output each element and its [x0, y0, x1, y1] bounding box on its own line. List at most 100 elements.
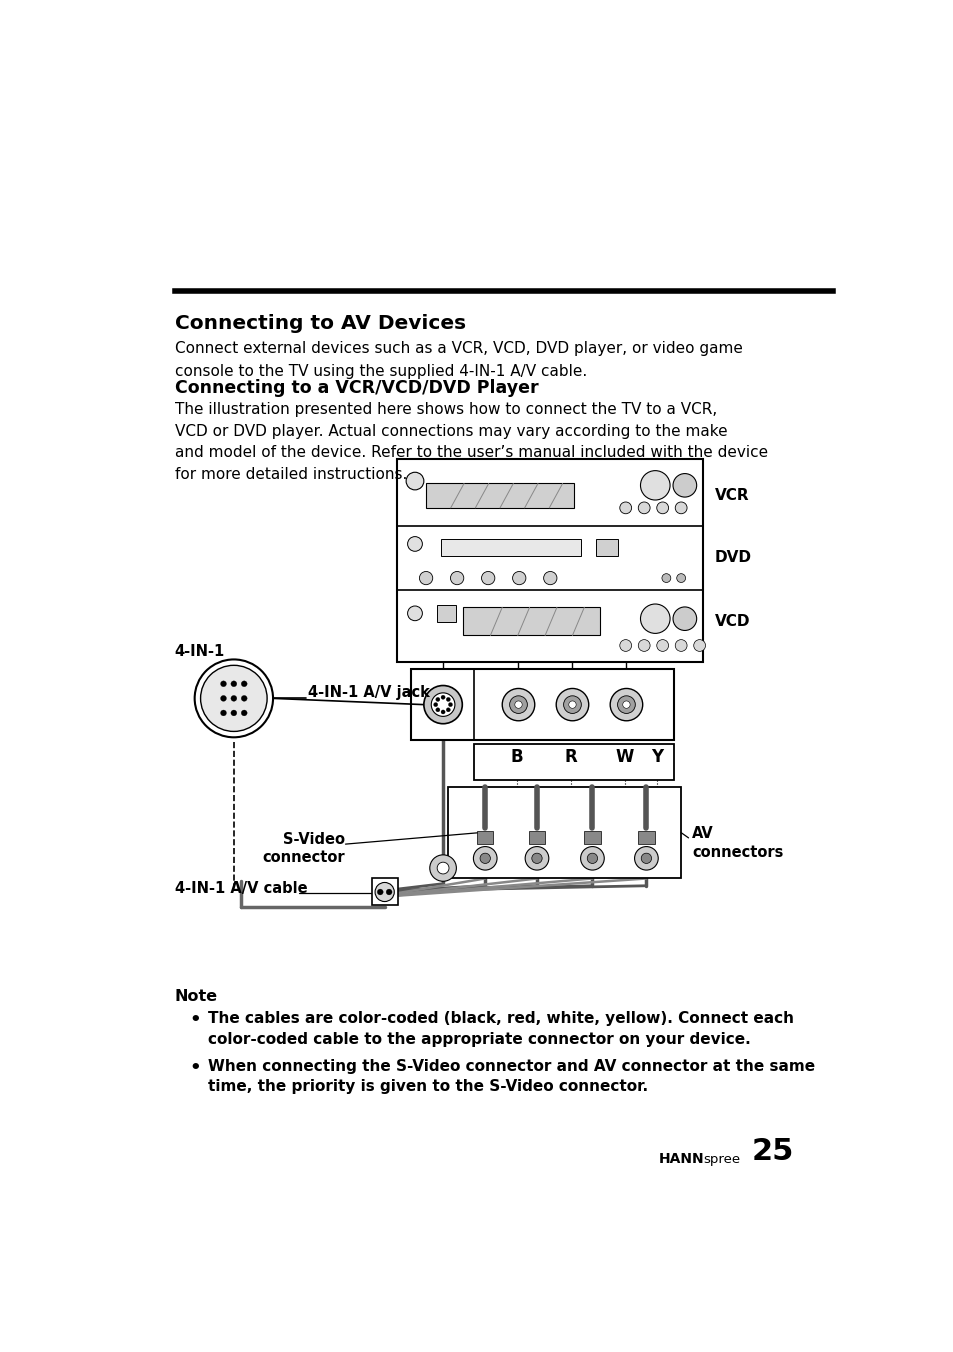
Text: 4-IN-1 A/V jack: 4-IN-1 A/V jack — [308, 684, 429, 699]
Text: S-Video: S-Video — [282, 831, 344, 846]
Text: color-coded cable to the appropriate connector on your device.: color-coded cable to the appropriate con… — [208, 1032, 750, 1046]
Text: VCD: VCD — [714, 614, 749, 629]
Ellipse shape — [406, 472, 423, 489]
Bar — [411, 669, 673, 740]
Ellipse shape — [423, 685, 462, 723]
Ellipse shape — [241, 695, 247, 702]
Ellipse shape — [231, 710, 236, 717]
Ellipse shape — [509, 696, 527, 714]
Ellipse shape — [231, 695, 236, 702]
Ellipse shape — [672, 607, 696, 630]
Ellipse shape — [556, 688, 588, 721]
Text: connector: connector — [262, 850, 344, 865]
Text: Connect external devices such as a VCR, VCD, DVD player, or video game: Connect external devices such as a VCR, … — [174, 341, 741, 357]
Ellipse shape — [448, 703, 452, 707]
Ellipse shape — [531, 853, 541, 864]
Ellipse shape — [241, 681, 247, 687]
Ellipse shape — [220, 710, 226, 717]
Ellipse shape — [543, 572, 557, 584]
Ellipse shape — [675, 639, 686, 652]
Ellipse shape — [672, 473, 696, 498]
Ellipse shape — [440, 695, 445, 699]
Text: The cables are color-coded (black, red, white, yellow). Connect each: The cables are color-coded (black, red, … — [208, 1011, 793, 1026]
Text: connectors: connectors — [692, 845, 782, 860]
Ellipse shape — [617, 696, 635, 714]
Ellipse shape — [446, 698, 450, 702]
Bar — [583, 831, 600, 844]
Ellipse shape — [661, 573, 670, 583]
Text: Connecting to AV Devices: Connecting to AV Devices — [174, 314, 465, 333]
Text: for more detailed instructions.: for more detailed instructions. — [174, 468, 407, 483]
Bar — [476, 831, 493, 844]
Ellipse shape — [436, 698, 439, 702]
Ellipse shape — [639, 604, 669, 633]
Ellipse shape — [676, 573, 685, 583]
Text: 4-IN-1: 4-IN-1 — [174, 644, 225, 658]
Ellipse shape — [200, 665, 267, 731]
Bar — [436, 606, 456, 622]
Ellipse shape — [634, 846, 658, 871]
Text: time, the priority is given to the S-Video connector.: time, the priority is given to the S-Vid… — [208, 1079, 647, 1094]
Ellipse shape — [622, 700, 630, 708]
Bar — [396, 458, 702, 662]
Ellipse shape — [515, 700, 521, 708]
Ellipse shape — [473, 846, 497, 871]
Bar — [474, 744, 673, 780]
Ellipse shape — [231, 681, 236, 687]
Ellipse shape — [194, 660, 273, 737]
Ellipse shape — [375, 883, 394, 902]
Ellipse shape — [386, 890, 392, 895]
Bar — [638, 831, 654, 844]
Ellipse shape — [619, 502, 631, 514]
Ellipse shape — [693, 639, 705, 652]
Text: Connecting to a VCR/VCD/DVD Player: Connecting to a VCR/VCD/DVD Player — [174, 379, 537, 396]
Ellipse shape — [481, 572, 495, 584]
Ellipse shape — [450, 572, 463, 584]
Ellipse shape — [587, 853, 597, 864]
Bar — [528, 831, 544, 844]
Ellipse shape — [638, 639, 649, 652]
Bar — [440, 539, 580, 556]
Text: 4-IN-1 A/V cable: 4-IN-1 A/V cable — [174, 882, 307, 896]
Ellipse shape — [241, 710, 247, 717]
Text: VCR: VCR — [714, 488, 748, 503]
Ellipse shape — [431, 692, 455, 717]
Text: The illustration presented here shows how to connect the TV to a VCR,: The illustration presented here shows ho… — [174, 402, 717, 416]
Text: •: • — [190, 1059, 201, 1076]
Ellipse shape — [436, 707, 439, 713]
Ellipse shape — [610, 688, 642, 721]
Ellipse shape — [568, 700, 576, 708]
Text: When connecting the S-Video connector and AV connector at the same: When connecting the S-Video connector an… — [208, 1059, 814, 1073]
Text: DVD: DVD — [714, 550, 751, 565]
Ellipse shape — [419, 572, 433, 584]
Ellipse shape — [407, 537, 422, 552]
Bar — [426, 484, 574, 508]
Text: AV: AV — [692, 826, 713, 841]
Bar — [448, 787, 680, 879]
Ellipse shape — [640, 853, 651, 864]
Text: spree: spree — [702, 1153, 740, 1165]
Bar — [372, 879, 397, 904]
Text: HANN: HANN — [659, 1152, 704, 1165]
Text: VCD or DVD player. Actual connections may vary according to the make: VCD or DVD player. Actual connections ma… — [174, 423, 726, 438]
Text: and model of the device. Refer to the user’s manual included with the device: and model of the device. Refer to the us… — [174, 445, 767, 461]
Ellipse shape — [220, 681, 226, 687]
Ellipse shape — [619, 639, 631, 652]
Text: Note: Note — [174, 988, 217, 1003]
Ellipse shape — [501, 688, 535, 721]
Ellipse shape — [656, 502, 668, 514]
Bar — [462, 607, 599, 635]
Ellipse shape — [440, 710, 445, 714]
Ellipse shape — [376, 890, 383, 895]
Ellipse shape — [446, 707, 450, 713]
Text: •: • — [190, 1011, 201, 1029]
Ellipse shape — [407, 606, 422, 621]
Bar — [596, 539, 618, 556]
Ellipse shape — [436, 863, 449, 873]
Text: R: R — [564, 748, 577, 765]
Ellipse shape — [656, 639, 668, 652]
Ellipse shape — [220, 695, 226, 702]
Ellipse shape — [675, 502, 686, 514]
Text: 25: 25 — [751, 1137, 793, 1165]
Ellipse shape — [479, 853, 490, 864]
